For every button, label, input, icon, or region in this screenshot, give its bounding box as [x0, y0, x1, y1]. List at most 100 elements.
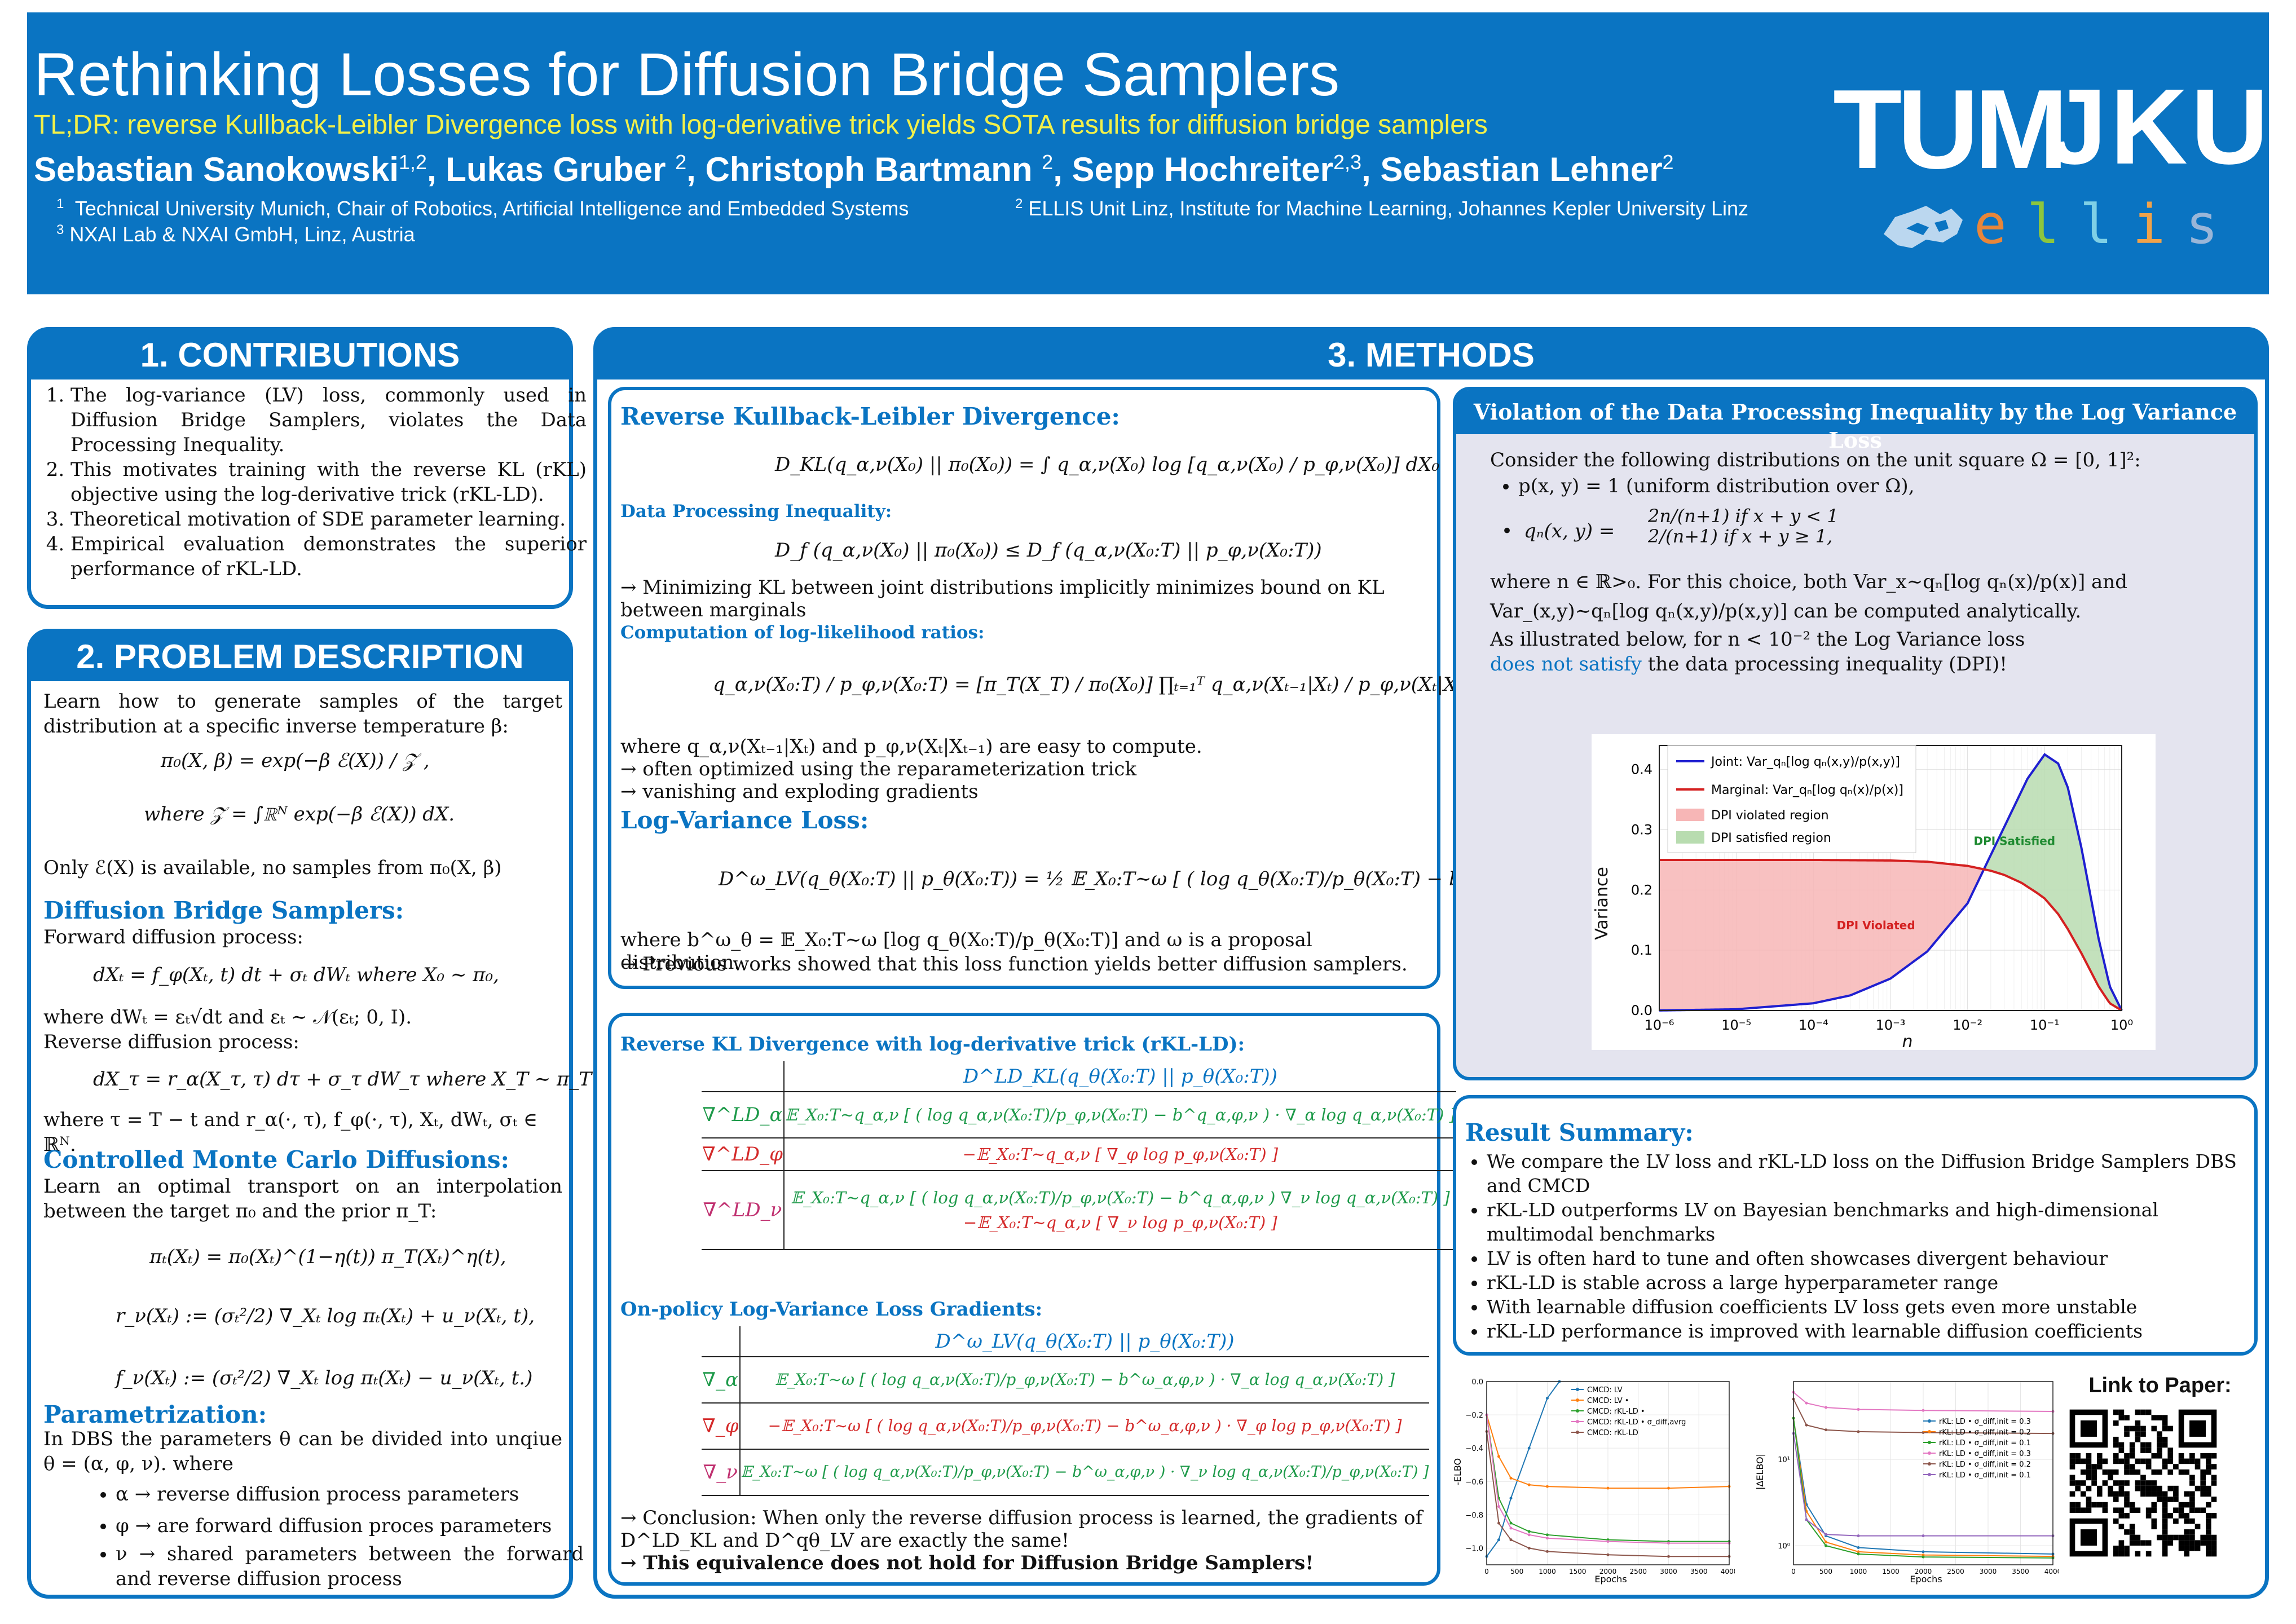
data-point: [1825, 1541, 1827, 1544]
forward-where: where dWₜ = εₜ√dt and εₜ ∼ 𝒩(εₜ; 0, I).: [43, 1006, 412, 1029]
equation-qn: qₙ(x, y) =: [1524, 520, 1615, 542]
x-tick-label: 3500: [1690, 1568, 1708, 1576]
x-tick-label: 10⁻⁵: [1721, 1017, 1751, 1033]
llr-heading: Computation of log-likelihood ratios:: [620, 623, 985, 643]
series-line: [1793, 1433, 2053, 1537]
y-axis-label: -ELBO: [1453, 1458, 1463, 1485]
results-list: We compare the LV loss and rKL-LD loss o…: [1464, 1149, 2254, 1343]
series-line: [1486, 1381, 1560, 1557]
dpi-chart: 10⁻⁶ 10⁻⁵ 10⁻⁴ 10⁻³ 10⁻² 10⁻¹ 10⁰ 0.0 0.1 0.2 0.3 0…: [1592, 734, 2156, 1050]
author-list: Sebastian Sanokowski1,2, Lukas Gruber 2,…: [34, 151, 1674, 188]
x-tick-label: 10⁻⁴: [1799, 1017, 1828, 1033]
x-tick-label: 10⁰: [2110, 1017, 2133, 1033]
legend-entry: rKL: LD • σ_diff,init = 0.2: [1939, 1460, 2031, 1469]
results-subpanel: Result Summary: We compare the LV loss a…: [1453, 1095, 2258, 1356]
list-item: rKL-LD performance is improved with lear…: [1487, 1319, 2254, 1343]
table-row-expr: 𝔼_X₀:T∼q_α,ν [ ( log q_α,ν(X₀:T)/p_φ,ν(X…: [783, 1171, 1456, 1250]
data-point: [1805, 1401, 1808, 1405]
tldr: TL;DR: reverse Kullback-Leibler Divergen…: [34, 110, 1488, 140]
equation-qn-cases: 2n/(n+1) if x + y < 1 2/(n+1) if x + y ≥…: [1648, 505, 1839, 547]
list-item: rKL-LD is stable across a large hyperpar…: [1487, 1270, 2254, 1295]
problem-only: Only ℰ(X) is available, no samples from …: [43, 857, 502, 879]
legend-entry: CMCD: rKL-LD •: [1587, 1407, 1645, 1416]
table-row-expr: 𝔼_X₀:T∼ω [ ( log q_α,ν(X₀:T)/p_φ,ν(X₀:T)…: [739, 1449, 1430, 1496]
problem-intro: Learn how to generate samples of the tar…: [43, 690, 562, 738]
violation-list: p(x, y) = 1 (uniform distribution over Ω…: [1496, 474, 2251, 498]
data-point: [1922, 1555, 1925, 1559]
y-tick-label: 0.4: [1631, 762, 1652, 778]
legend-entry: CMCD: rKL-LD: [1587, 1429, 1638, 1437]
x-axis-label: Epochs: [1910, 1574, 1942, 1585]
header-banner: [27, 12, 2269, 294]
x-tick-label: 1000: [1850, 1568, 1867, 1576]
x-tick-label: 0: [1791, 1568, 1796, 1576]
onpolicy-table: D^ω_LV(q_θ(X₀:T) || p_θ(X₀:T)) ∇_α 𝔼_X₀:…: [702, 1326, 1430, 1496]
data-point: [1857, 1550, 1860, 1554]
author-name: Sebastian Sanokowski: [34, 151, 399, 188]
x-tick-label: 2000: [1599, 1568, 1617, 1576]
cmcd-heading: Controlled Monte Carlo Diffusions:: [43, 1146, 509, 1173]
y-tick-label: −1.0: [1465, 1544, 1483, 1553]
data-point: [1606, 1553, 1610, 1556]
equation-lv: D^ω_LV(q_θ(X₀:T) || p_θ(X₀:T)) = ½ 𝔼_X₀:…: [719, 868, 1555, 890]
bullet: •: [1501, 520, 1513, 542]
legend-entry: rKL: LD • σ_diff,init = 0.3: [1939, 1418, 2031, 1426]
rkl-ld-table: D^LD_KL(q_θ(X₀:T) || p_θ(X₀:T)) ∇^LD_α 𝔼…: [702, 1061, 1456, 1250]
x-tick-label: 500: [1510, 1568, 1523, 1576]
lv-heading: Log-Variance Loss:: [620, 806, 869, 834]
joint-series-line: [1659, 753, 2123, 1012]
data-point: [1857, 1552, 1860, 1556]
data-point: [1497, 1538, 1500, 1542]
table-row-expr: 𝔼_X₀:T∼ω [ ( log q_α,ν(X₀:T)/p_φ,ν(X₀:T)…: [739, 1357, 1430, 1404]
list-item: Empirical evaluation demonstrates the su…: [70, 532, 587, 581]
equation-r: r_ν(Xₜ) := (σₜ²/2) ∇_Xₜ log πₜ(Xₜ) + u_ν…: [116, 1305, 535, 1327]
list-item: Theoretical motivation of SDE parameter …: [70, 507, 587, 532]
y-tick-label: 0.0: [1631, 1003, 1652, 1018]
forward-label: Forward diffusion process:: [43, 926, 303, 948]
data-point: [1922, 1409, 1925, 1412]
dpi-heading: Data Processing Inequality:: [620, 501, 892, 522]
x-tick-label: 3500: [2012, 1568, 2029, 1576]
legend-swatch-violated: [1676, 809, 1704, 821]
x-axis-label: n: [1902, 1032, 1912, 1050]
data-point: [1922, 1550, 1925, 1554]
data-point: [1527, 1483, 1531, 1486]
legend-entry: rKL: LD • σ_diff,init = 0.1: [1939, 1471, 2031, 1480]
violation-intro: Consider the following distributions on …: [1490, 449, 2141, 471]
ellis-map-icon: [1884, 206, 1963, 248]
equation-dkl: D_KL(q_α,ν(X₀) || π₀(X₀)) = ∫ q_α,ν(X₀) …: [775, 453, 1440, 476]
table-row-label: ∇_φ: [702, 1403, 741, 1450]
table-header: D^ω_LV(q_θ(X₀:T) || p_θ(X₀:T)): [739, 1326, 1430, 1357]
table-row-expr: −𝔼_X₀:T∼ω [ ( log q_α,ν(X₀:T)/p_φ,ν(X₀:T…: [739, 1403, 1430, 1450]
data-point: [1857, 1546, 1860, 1549]
list-item: p(x, y) = 1 (uniform distribution over Ω…: [1518, 474, 2251, 498]
x-tick-label: 1000: [1539, 1568, 1556, 1576]
legend-entry: rKL: LD • σ_diff,init = 0.3: [1939, 1450, 2031, 1458]
y-tick-label: −0.8: [1465, 1511, 1483, 1520]
data-point: [1527, 1546, 1531, 1550]
dpi-violated-region: [1659, 859, 1985, 1010]
chart-legend: CMCD: LV CMCD: LV • CMCD: rKL-LD • CMCD: rK…: [1571, 1386, 1686, 1437]
data-point: [1509, 1497, 1513, 1500]
lv-where: where b^ω_θ = 𝔼_X₀:T∼ω [log q_θ(X₀:T)/p_…: [620, 929, 1312, 974]
data-point: [1527, 1530, 1531, 1533]
table-row-label: ∇^LD_ν: [702, 1171, 785, 1250]
equation-z: where 𝒵 = ∫ℝᴺ exp(−β ℰ(X)) dX.: [144, 803, 455, 826]
y-tick-label: −0.6: [1465, 1478, 1483, 1486]
y-tick-label: 0.0: [1471, 1378, 1483, 1387]
legend-entry: rKL: LD • σ_diff,init = 0.2: [1939, 1428, 2031, 1437]
data-point: [1497, 1505, 1500, 1508]
list-item: We compare the LV loss and rKL-LD loss o…: [1487, 1149, 2254, 1198]
qr-code-icon[interactable]: [2064, 1404, 2222, 1562]
data-point: [1546, 1485, 1549, 1488]
y-axis-label: Variance: [1592, 867, 1612, 940]
equation-llr: q_α,ν(X₀:T) / p_φ,ν(X₀:T) = [π_T(X_T) / …: [713, 673, 1493, 696]
reverse-where: where τ = T − t and r_α(·, τ), f_φ(·, τ)…: [43, 1109, 538, 1156]
data-point: [1825, 1544, 1827, 1547]
x-tick-label: 3000: [1660, 1568, 1677, 1576]
x-tick-label: 10⁻¹: [2030, 1017, 2060, 1033]
data-point: [1527, 1533, 1531, 1537]
list-item: rKL-LD outperforms LV on Bayesian benchm…: [1487, 1198, 2254, 1246]
x-tick-label: 2500: [1629, 1568, 1647, 1576]
list-item: The log-variance (LV) loss, commonly use…: [70, 383, 587, 457]
